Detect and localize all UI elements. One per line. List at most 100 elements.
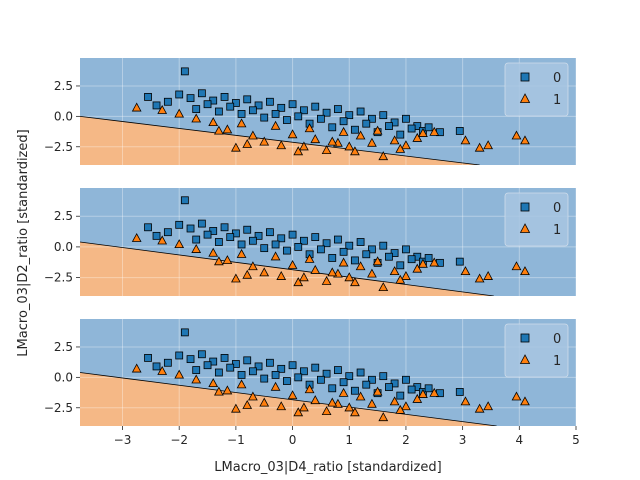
point-class-0 xyxy=(180,67,189,76)
legend-label: 1 xyxy=(553,223,561,238)
point-class-0 xyxy=(288,361,297,370)
point-class-0 xyxy=(163,228,172,237)
point-class-0 xyxy=(385,122,393,130)
point-class-0 xyxy=(277,364,286,373)
point-class-1 xyxy=(208,247,219,257)
point-class-1 xyxy=(378,412,389,422)
point-class-0 xyxy=(254,101,263,110)
legend-label: 0 xyxy=(553,71,561,86)
point-class-1 xyxy=(131,363,142,373)
point-class-0 xyxy=(402,245,410,254)
point-class-1 xyxy=(372,125,383,135)
legend: 01 xyxy=(504,323,569,378)
point-class-1 xyxy=(344,402,355,412)
point-class-1 xyxy=(338,387,349,397)
point-class-1 xyxy=(259,397,270,407)
point-class-0 xyxy=(368,375,376,384)
point-class-0 xyxy=(385,252,393,261)
point-class-0 xyxy=(334,235,342,244)
point-class-0 xyxy=(237,110,246,118)
point-class-1 xyxy=(304,253,315,263)
point-class-0 xyxy=(175,90,184,99)
point-class-0 xyxy=(300,236,308,245)
legend-marker-triangle xyxy=(519,93,531,103)
point-class-0 xyxy=(254,231,263,240)
x-tick-label: 0 xyxy=(289,433,297,447)
point-class-0 xyxy=(356,238,365,246)
point-class-1 xyxy=(214,386,224,396)
point-class-0 xyxy=(351,386,359,395)
point-class-0 xyxy=(328,254,337,262)
point-class-1 xyxy=(378,151,389,161)
point-class-0 xyxy=(362,119,371,128)
point-class-1 xyxy=(412,393,423,403)
point-class-1 xyxy=(191,244,202,253)
point-class-1 xyxy=(367,268,377,278)
point-class-0 xyxy=(271,110,280,118)
point-class-1 xyxy=(270,251,281,261)
point-class-1 xyxy=(299,272,309,282)
point-class-1 xyxy=(310,395,321,405)
point-class-0 xyxy=(379,372,388,381)
panel-3: −2.50.02.5−3 −2 −1 0 1 2 3 4 501 xyxy=(44,319,580,447)
point-class-1 xyxy=(191,113,202,123)
y-axis-label: LMacro_03|D2_ratio [standardized] xyxy=(16,129,31,356)
point-class-0 xyxy=(243,356,252,365)
point-class-1 xyxy=(287,129,298,139)
x-axis-label: LMacro_03|D4_ratio [standardized] xyxy=(214,460,441,475)
point-class-1 xyxy=(174,108,185,118)
point-class-1 xyxy=(321,406,332,416)
point-class-1 xyxy=(418,258,428,268)
legend-label: 1 xyxy=(553,354,561,369)
point-class-1 xyxy=(412,132,423,142)
x-tick-label: 2 xyxy=(402,433,410,447)
point-class-0 xyxy=(175,351,184,360)
point-class-0 xyxy=(248,106,257,115)
point-class-1 xyxy=(276,140,287,150)
point-class-1 xyxy=(259,136,270,146)
point-class-1 xyxy=(270,120,281,130)
point-class-1 xyxy=(511,391,522,401)
y-tick-label: 0.0 xyxy=(54,109,73,123)
legend-label: 0 xyxy=(553,332,561,347)
point-class-0 xyxy=(283,377,291,385)
point-class-1 xyxy=(236,248,247,258)
point-class-1 xyxy=(174,239,185,249)
point-class-1 xyxy=(511,130,522,140)
point-class-0 xyxy=(455,257,464,266)
point-class-1 xyxy=(248,130,258,140)
point-class-1 xyxy=(293,277,304,287)
point-class-0 xyxy=(317,245,325,254)
point-class-1 xyxy=(460,135,471,145)
y-tick-label: −2.5 xyxy=(44,271,73,285)
point-class-0 xyxy=(192,105,201,113)
point-class-0 xyxy=(243,95,252,104)
point-class-1 xyxy=(208,378,219,388)
point-class-1 xyxy=(321,145,332,155)
point-class-1 xyxy=(236,118,247,128)
point-class-1 xyxy=(242,269,253,279)
point-class-0 xyxy=(220,93,229,101)
legend-label: 0 xyxy=(553,201,561,216)
point-class-1 xyxy=(222,255,233,265)
y-tick-label: 0.0 xyxy=(54,370,73,384)
point-class-1 xyxy=(372,256,383,266)
point-class-0 xyxy=(260,374,269,383)
point-class-1 xyxy=(214,125,224,135)
point-class-1 xyxy=(483,140,494,150)
panel-2: −2.50.02.501 xyxy=(44,188,576,296)
point-class-1 xyxy=(355,261,366,271)
point-class-0 xyxy=(396,130,405,139)
point-class-1 xyxy=(299,141,309,151)
point-class-0 xyxy=(152,101,161,110)
plot-area xyxy=(80,319,576,426)
point-class-0 xyxy=(311,363,320,372)
point-class-1 xyxy=(344,141,355,151)
point-class-1 xyxy=(338,126,349,136)
point-class-0 xyxy=(379,111,388,120)
point-class-1 xyxy=(214,256,224,266)
point-class-1 xyxy=(350,146,360,156)
point-class-0 xyxy=(203,230,212,239)
point-class-1 xyxy=(270,381,281,391)
point-class-1 xyxy=(191,374,202,384)
